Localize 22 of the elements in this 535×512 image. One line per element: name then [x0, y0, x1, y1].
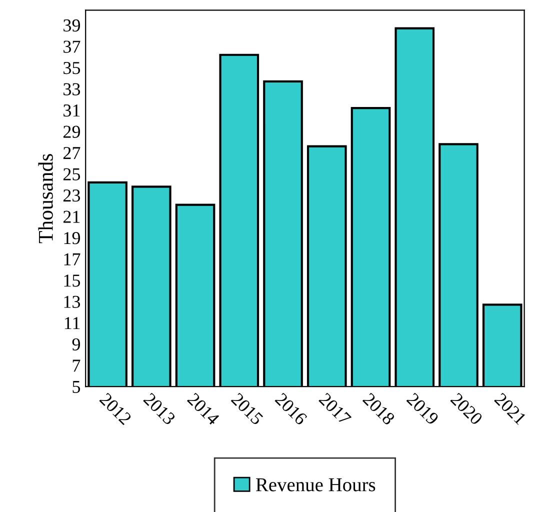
y-tick-label: 31 — [64, 104, 80, 117]
y-axis-title: Thousands — [38, 154, 53, 244]
y-tick-label: 37 — [64, 40, 80, 53]
y-tick-label: 17 — [64, 253, 80, 266]
y-tick-label: 13 — [64, 296, 80, 308]
y-tick-label: 19 — [64, 232, 80, 244]
y-tick-label: 5 — [72, 381, 80, 393]
x-tick-label: 2017 — [318, 392, 352, 426]
y-tick-label: 33 — [64, 83, 80, 96]
y-tick-label: 7 — [72, 360, 80, 372]
y-tick-label: 21 — [63, 210, 80, 223]
y-tick-label: 23 — [63, 190, 80, 202]
y-tick-label: 39 — [64, 19, 80, 32]
y-tick-label: 11 — [64, 317, 80, 330]
legend-label: Revenue Hours — [256, 478, 376, 492]
y-tick-label: 27 — [63, 146, 80, 159]
y-tick-label: 35 — [64, 62, 80, 74]
y-tick-label: 29 — [63, 126, 80, 138]
y-tick-label: 9 — [72, 338, 80, 350]
y-tick-label: 25 — [63, 168, 80, 180]
y-tick-label: 15 — [64, 274, 80, 287]
x-tick-label: 2019 — [406, 392, 440, 426]
